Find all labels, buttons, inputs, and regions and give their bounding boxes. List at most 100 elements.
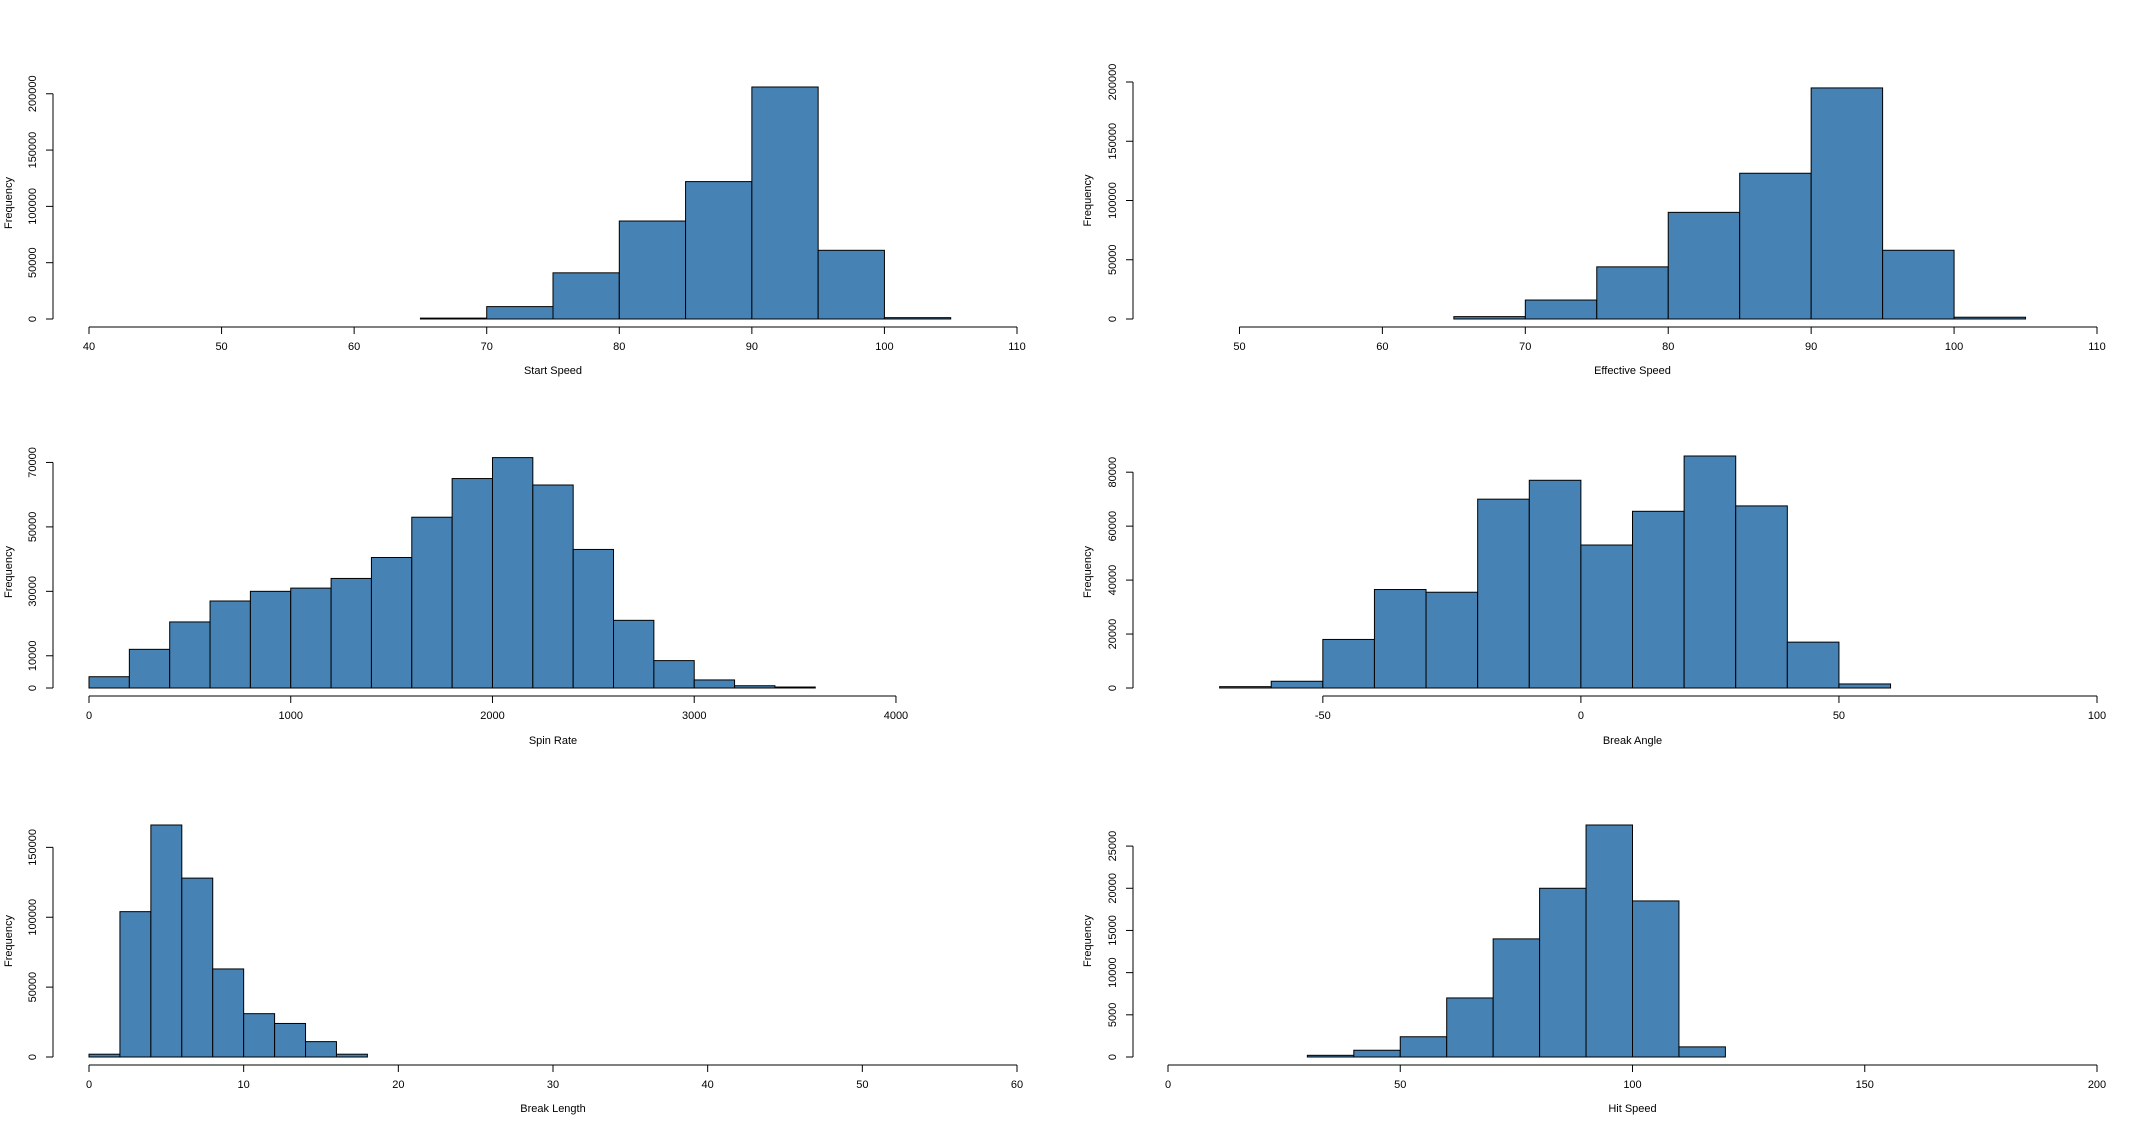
- histogram-bar: [330, 577, 372, 689]
- x-tick-label: 70: [481, 341, 493, 353]
- histogram-bar: [1683, 455, 1737, 689]
- histogram-bar: [209, 600, 251, 689]
- y-tick-label: 30000: [27, 576, 39, 607]
- x-tick-label: 90: [1805, 341, 1817, 353]
- histogram-bar: [613, 619, 655, 689]
- histogram-bar: [883, 317, 952, 320]
- x-tick-label: 150: [1856, 1079, 1874, 1091]
- histogram-bar: [486, 306, 554, 320]
- x-tick-label: 20: [392, 1079, 404, 1091]
- y-tick-label: 20000: [1107, 873, 1119, 904]
- x-tick-label: 40: [702, 1079, 714, 1091]
- x-tick-label: 50: [1233, 341, 1245, 353]
- histogram-bar: [181, 877, 214, 1058]
- histogram-2: 0 1000 2000 3000 4000 0 10000 30000 50000 70000 Sp…: [3, 447, 908, 747]
- histogram-bar: [1425, 591, 1479, 689]
- histogram-bar: [1322, 638, 1375, 689]
- histogram-5: 0 50 100 150 200 0 5000 10000 15000 20000 25000 Hit…: [1082, 824, 2106, 1115]
- y-tick-label: 15000: [1107, 915, 1119, 946]
- histogram-bar: [1580, 544, 1634, 689]
- histogram-bar: [1632, 510, 1685, 689]
- histogram-bar: [1810, 87, 1884, 320]
- histogram-bar: [653, 660, 695, 689]
- x-tick-label: 80: [613, 341, 625, 353]
- y-tick-label: 0: [27, 1054, 39, 1060]
- histogram-bar: [1399, 1036, 1448, 1058]
- x-axis-title: Hit Speed: [1608, 1103, 1656, 1115]
- histogram-bar: [491, 457, 534, 689]
- x-tick-label: 0: [86, 1079, 92, 1091]
- histogram-bar: [1585, 824, 1634, 1058]
- x-tick-label: 3000: [682, 710, 706, 722]
- y-axis-title: Frequency: [3, 915, 15, 967]
- histogram-bar: [370, 557, 413, 689]
- y-tick-label: 50000: [1107, 244, 1119, 275]
- histogram-bar: [751, 86, 819, 320]
- x-tick-label: 70: [1519, 341, 1531, 353]
- histogram-bar: [411, 516, 453, 689]
- histogram-bar: [1882, 249, 1955, 320]
- y-axis-title: Frequency: [1082, 915, 1094, 967]
- x-tick-label: 110: [2088, 341, 2106, 353]
- histogram-bar: [1477, 498, 1530, 689]
- x-tick-label: -50: [1315, 710, 1331, 722]
- histogram-bar: [169, 621, 211, 689]
- histogram-bar: [150, 824, 183, 1058]
- histogram-bar: [305, 1041, 337, 1058]
- x-tick-label: 0: [1165, 1079, 1171, 1091]
- y-tick-label: 200000: [1107, 64, 1119, 101]
- y-tick-label: 10000: [1107, 957, 1119, 988]
- x-tick-label: 60: [1011, 1079, 1023, 1091]
- histogram-bar: [88, 1053, 121, 1058]
- histogram-bar: [1539, 887, 1587, 1058]
- histogram-bar: [1739, 172, 1812, 320]
- histogram-bar: [274, 1022, 307, 1058]
- y-tick-label: 0: [27, 685, 39, 691]
- histogram-bar: [1667, 211, 1741, 320]
- histogram-bar: [243, 1013, 276, 1058]
- histogram-bar: [685, 181, 753, 320]
- y-tick-label: 0: [1107, 685, 1119, 691]
- histogram-0: 40 50 60 70 80 90 100 110 0 50000 100000 150000 2000…: [3, 75, 1026, 377]
- histogram-bar: [128, 648, 171, 689]
- histogram-bar: [1786, 641, 1840, 689]
- x-axis-title: Break Angle: [1603, 735, 1662, 747]
- x-tick-label: 80: [1662, 341, 1674, 353]
- y-axis-title: Frequency: [3, 177, 15, 229]
- y-tick-label: 0: [27, 316, 39, 322]
- histogram-bar: [1453, 316, 1526, 320]
- x-tick-label: 50: [1394, 1079, 1406, 1091]
- y-tick-label: 70000: [27, 447, 39, 478]
- x-tick-label: 100: [1945, 341, 1963, 353]
- x-tick-label: 0: [86, 710, 92, 722]
- histogram-bar: [1596, 266, 1669, 320]
- histogram-bar: [618, 220, 687, 320]
- histogram-bar: [88, 676, 130, 689]
- y-axis-title: Frequency: [3, 546, 15, 598]
- x-tick-label: 50: [1833, 710, 1845, 722]
- x-tick-label: 1000: [278, 710, 302, 722]
- x-axis-title: Effective Speed: [1594, 365, 1671, 377]
- y-tick-label: 25000: [1107, 831, 1119, 862]
- histogram-bar: [1446, 997, 1494, 1058]
- y-tick-label: 5000: [1107, 1003, 1119, 1027]
- histogram-bar: [1528, 479, 1582, 689]
- histogram-bar: [1838, 683, 1892, 689]
- histogram-bar: [1373, 589, 1427, 689]
- y-tick-label: 50000: [27, 247, 39, 278]
- histogram-bar: [419, 317, 488, 320]
- y-tick-label: 100000: [1107, 182, 1119, 219]
- histogram-bar: [249, 590, 292, 689]
- y-tick-label: 60000: [1107, 511, 1119, 542]
- x-tick-label: 50: [215, 341, 227, 353]
- histogram-bar: [693, 679, 736, 689]
- x-tick-label: 60: [1376, 341, 1388, 353]
- histogram-4: 0 10 20 30 40 50 60 0 50000 100000 150000 Break Len…: [3, 824, 1023, 1115]
- y-tick-label: 100000: [27, 899, 39, 936]
- histogram-bar: [774, 686, 816, 689]
- x-tick-label: 100: [875, 341, 893, 353]
- y-tick-label: 0: [1107, 316, 1119, 322]
- x-axis-title: Break Length: [520, 1103, 585, 1115]
